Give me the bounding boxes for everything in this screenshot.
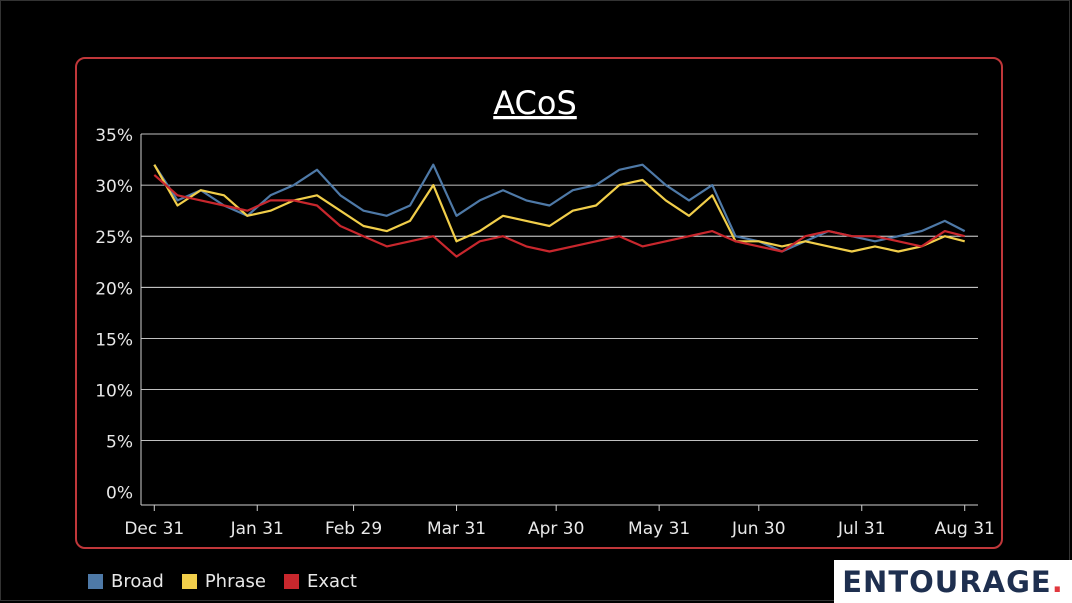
x-tick-label: Jan 31	[230, 519, 284, 539]
x-tick-label: Aug 31	[935, 519, 995, 539]
gridlines	[141, 133, 978, 442]
x-tick-label: Apr 30	[528, 519, 584, 539]
y-tick-label: 30%	[95, 177, 133, 197]
chart-title: ACoS	[493, 84, 577, 122]
x-tick-label: Jul 31	[837, 519, 886, 539]
series-line-exact	[153, 174, 965, 258]
y-tick-label: 25%	[95, 228, 133, 248]
logo-text: ENTOURAGE.	[842, 564, 1064, 599]
legend-label-exact: Exact	[306, 570, 357, 592]
y-axis-ticks: 0% 5% 10% 15% 20% 25% 30% 35%	[95, 126, 133, 504]
series-line-phrase	[153, 164, 965, 253]
y-tick-label: 35%	[95, 126, 133, 146]
legend-item-exact[interactable]: Exact	[283, 570, 357, 592]
legend-label-phrase: Phrase	[204, 570, 266, 592]
legend-item-broad[interactable]: Broad	[88, 571, 164, 592]
y-tick-label: 15%	[95, 330, 133, 350]
y-tick-label: 0%	[106, 484, 133, 504]
legend-item-phrase[interactable]: Phrase	[181, 570, 266, 592]
legend-swatch-exact	[283, 573, 299, 589]
x-axis-ticks: Dec 31 Jan 31 Feb 29 Mar 31 Apr 30 May 31 Jun …	[124, 505, 995, 539]
entourage-logo: ENTOURAGE.	[834, 560, 1072, 603]
chart-panel	[75, 57, 1003, 549]
x-tick-label: Mar 31	[427, 519, 486, 539]
legend: Broad Phrase Exact	[88, 570, 375, 592]
legend-swatch-broad	[88, 573, 103, 589]
y-tick-label: 5%	[106, 433, 133, 453]
y-tick-label: 20%	[95, 279, 133, 299]
acos-line-chart: ACoS 0% 5% 10% 15% 20% 25% 30% 35% Dec 31 Jan 31…	[95, 84, 995, 539]
y-tick-label: 10%	[95, 382, 133, 402]
x-tick-label: Dec 31	[124, 519, 184, 539]
legend-swatch-phrase	[181, 573, 197, 589]
axes	[140, 134, 978, 506]
legend-label-broad: Broad	[111, 570, 164, 592]
x-tick-label: Jun 30	[731, 519, 786, 539]
x-tick-label: Feb 29	[325, 519, 382, 539]
x-tick-label: May 31	[628, 519, 690, 539]
series-lines	[153, 163, 966, 258]
